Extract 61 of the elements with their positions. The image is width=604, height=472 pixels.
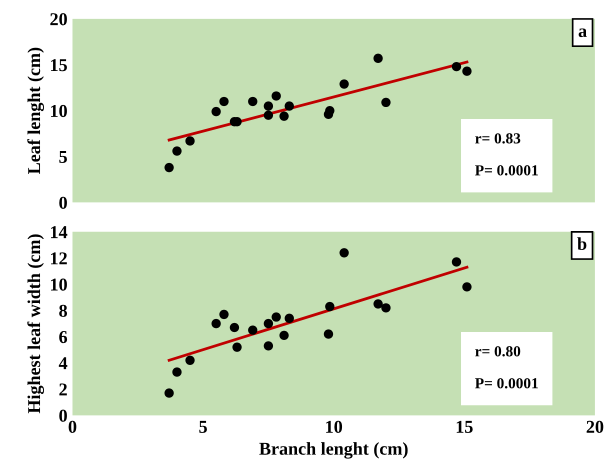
point — [264, 110, 274, 120]
y-tick-label: 10 — [51, 104, 67, 118]
point — [340, 248, 349, 258]
point — [284, 101, 294, 111]
x-tick-label: 0 — [68, 420, 76, 433]
y-tick-label: 12 — [51, 252, 67, 264]
point — [325, 302, 334, 312]
point — [248, 96, 258, 106]
x-axis-title: Branch lenght (cm) — [259, 442, 408, 459]
x-tick-label: 5 — [199, 420, 207, 433]
point — [373, 299, 383, 309]
point — [164, 162, 174, 172]
point — [373, 54, 383, 64]
point — [219, 96, 229, 106]
point — [264, 101, 274, 111]
point — [172, 146, 182, 156]
point — [381, 98, 391, 108]
point — [452, 257, 462, 267]
y-tick-label: 10 — [51, 278, 67, 291]
point — [381, 303, 391, 313]
y-tick-label: 5 — [59, 150, 67, 163]
point — [219, 310, 229, 320]
y-tick-label: 8 — [59, 304, 68, 317]
point — [230, 322, 240, 332]
y-tick-label: 20 — [50, 13, 67, 26]
x-tick-label: 10 — [326, 420, 342, 433]
point — [462, 66, 472, 76]
point — [248, 325, 258, 335]
point — [185, 136, 195, 146]
point — [212, 106, 221, 116]
x-tick-label: 20 — [586, 420, 604, 433]
x-tick-label: 15 — [456, 420, 473, 433]
point — [324, 329, 334, 339]
point — [264, 318, 274, 328]
y-axis-title: Leaf lenght (cm) — [27, 48, 44, 174]
y-tick-label: 4 — [58, 357, 68, 370]
y-tick-label: 15 — [51, 59, 67, 72]
point — [232, 342, 242, 352]
text: r= 0.83 P= 0.0001 — [475, 133, 538, 176]
point — [272, 312, 281, 322]
point — [172, 367, 182, 377]
point — [284, 314, 294, 323]
point — [264, 341, 274, 351]
point — [212, 318, 221, 328]
y-tick-label: 0 — [59, 410, 67, 422]
y-tick-label: 6 — [59, 331, 68, 344]
point — [185, 356, 195, 365]
point — [272, 91, 281, 101]
point — [279, 112, 289, 121]
y-tick-label: 14 — [51, 226, 68, 238]
annotation: b — [577, 237, 586, 250]
y-axis-title: Highest leaf width (cm) — [27, 234, 44, 414]
point — [279, 330, 289, 340]
text: r= 0.80 P= 0.0001 — [475, 346, 538, 388]
point — [164, 388, 174, 398]
point — [340, 79, 349, 89]
point — [452, 62, 462, 72]
y-tick-label: 2 — [59, 383, 67, 396]
annotation: a — [578, 28, 587, 38]
point — [462, 282, 472, 292]
y-tick-label: 0 — [59, 196, 67, 209]
